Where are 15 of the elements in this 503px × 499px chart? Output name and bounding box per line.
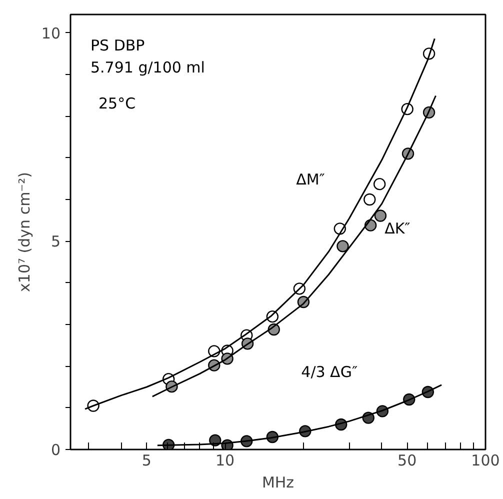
x-tick-label: 10: [216, 452, 235, 470]
x-axis-title: MHz: [262, 474, 294, 492]
annotation: PS DBP: [90, 36, 145, 54]
y-tick-label: 10: [41, 24, 61, 42]
text: 4/3 ΔG″: [301, 363, 358, 382]
x-tick-label: 50: [398, 452, 417, 470]
x-tick-label: 100: [471, 452, 500, 470]
y-tick-label: 0: [50, 441, 61, 459]
series-label: ΔK″: [384, 219, 411, 238]
x-tick-label: 5: [142, 452, 152, 470]
y-axis-title: x10⁷ (dyn cm⁻²): [15, 172, 34, 292]
annotation: 25°C: [98, 94, 136, 112]
y-tick-label: 5: [50, 232, 61, 251]
annotation: 5.791 g/100 ml: [90, 58, 205, 76]
text: ΔM″: [296, 170, 326, 189]
